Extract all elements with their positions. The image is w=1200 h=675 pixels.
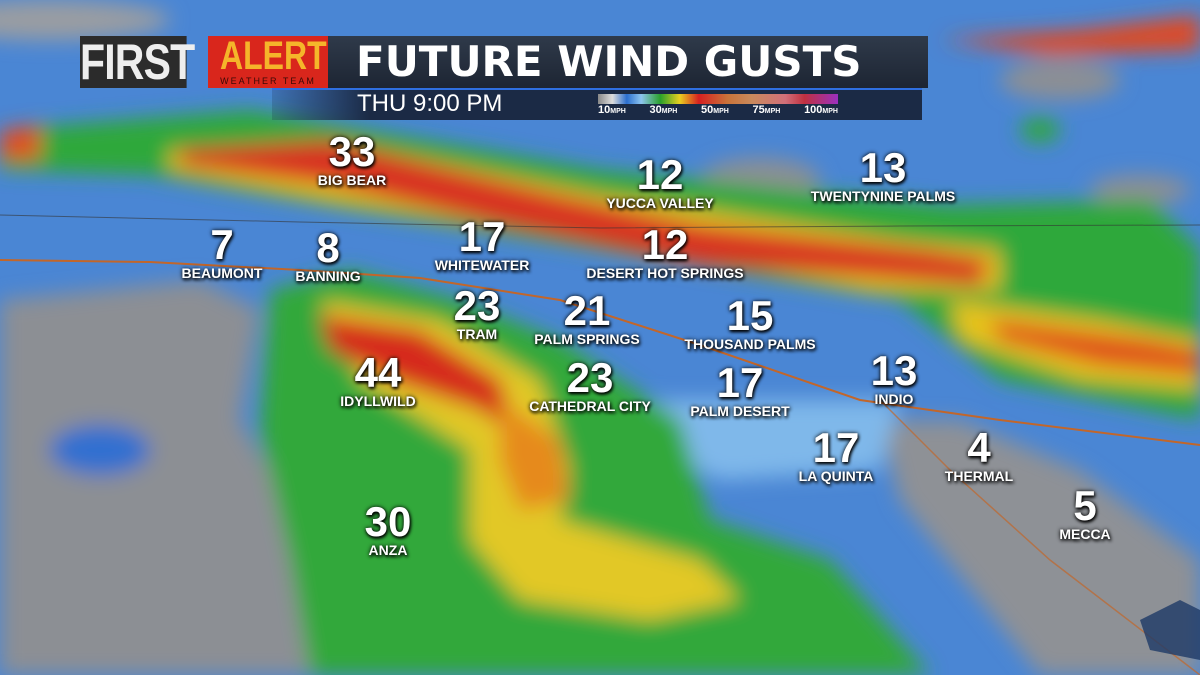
- location-whitewater: 17 WHITEWATER: [434, 213, 530, 274]
- location-idyllwild: 44 IDYLLWILD: [340, 349, 416, 410]
- location-banning: 8 BANNING: [295, 224, 361, 285]
- location-indio: 13 INDIO: [870, 347, 918, 408]
- location-tram: 23 TRAM: [453, 282, 501, 343]
- salton-sea: [1140, 600, 1200, 660]
- logo-first: FIRST: [80, 34, 195, 90]
- location-beaumont: 7 BEAUMONT: [181, 221, 263, 282]
- location-desert-hot-springs: 12 DESERT HOT SPRINGS: [586, 221, 744, 282]
- location-twentynine-palms: 13 TWENTYNINE PALMS: [810, 144, 956, 205]
- location-big-bear: 33 BIG BEAR: [317, 128, 387, 189]
- forecast-time: THU 9:00 PM: [357, 90, 503, 117]
- location-yucca-valley: 12 YUCCA VALLEY: [606, 151, 714, 212]
- legend-stop: 10MPH: [598, 104, 626, 116]
- logo-alert: ALERT WEATHER TEAM: [208, 36, 328, 88]
- legend-stop: 30MPH: [649, 104, 678, 116]
- county-line: [0, 214, 1200, 229]
- legend-color-bar: [598, 94, 838, 104]
- location-palm-desert: 17 PALM DESERT: [690, 359, 790, 420]
- location-thousand-palms: 15 THOUSAND PALMS: [684, 292, 816, 353]
- location-anza: 30 ANZA: [364, 498, 412, 559]
- wind-legend: 10MPH 30MPH 50MPH 75MPH 100MPH: [598, 94, 838, 118]
- location-thermal: 4 THERMAL: [944, 424, 1014, 485]
- legend-stop: 50MPH: [701, 104, 729, 116]
- legend-stop: 75MPH: [752, 104, 781, 116]
- legend-stop: 100MPH: [804, 104, 838, 116]
- location-mecca: 5 MECCA: [1059, 482, 1111, 543]
- location-la-quinta: 17 LA QUINTA: [798, 424, 874, 485]
- road-line: [879, 399, 1200, 675]
- subtitle-bar: THU 9:00 PM 10MPH 30MPH 50MPH 75MPH 100M…: [272, 88, 922, 120]
- page-title: FUTURE WIND GUSTS: [356, 37, 862, 86]
- location-palm-springs: 21 PALM SPRINGS: [534, 287, 640, 348]
- highway-line: [0, 259, 1200, 446]
- location-cathedral-city: 23 CATHEDRAL CITY: [529, 354, 651, 415]
- title-bar: FUTURE WIND GUSTS: [328, 36, 928, 88]
